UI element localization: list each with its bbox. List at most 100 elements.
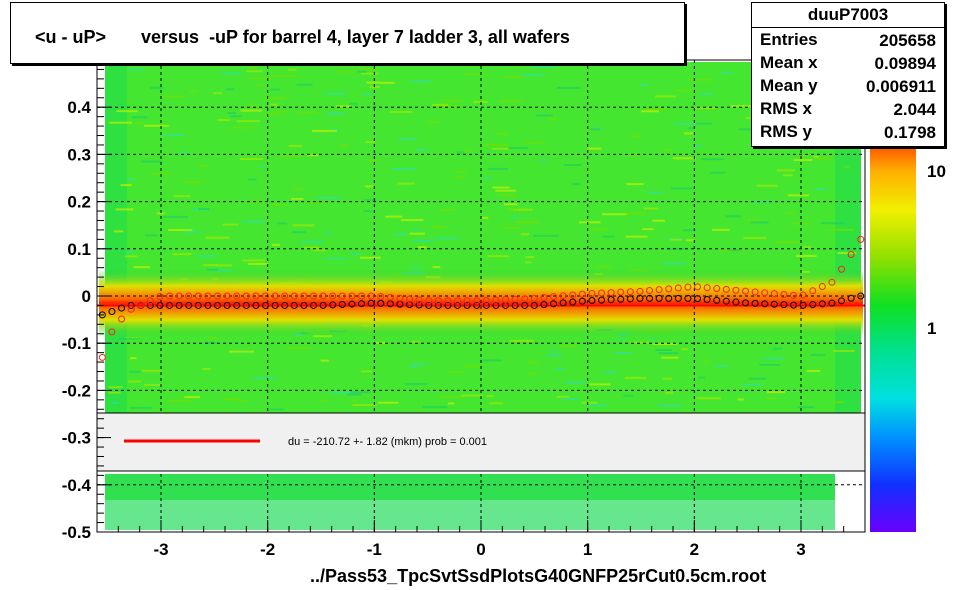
histogram-cell	[625, 235, 648, 238]
chart-title: <u - uP> versus -uP for barrel 4, layer …	[35, 27, 570, 47]
histogram-cell	[766, 398, 777, 401]
profile-rms-point	[818, 283, 826, 291]
profile-mean-point	[127, 301, 135, 309]
histogram-cell	[665, 391, 673, 394]
histogram-cell	[173, 195, 191, 198]
profile-rms-point	[415, 296, 423, 304]
histogram-cell	[694, 122, 712, 125]
profile-mean-point	[578, 297, 586, 305]
histogram-cell	[480, 216, 489, 219]
y-tick-label: -0.4	[62, 476, 92, 495]
profile-rms-point	[271, 292, 279, 300]
histogram-cell	[379, 81, 395, 84]
histogram-cell	[648, 191, 663, 194]
histogram-cell	[581, 401, 597, 404]
profile-rms-point	[598, 289, 606, 297]
histogram-cell	[358, 68, 379, 71]
profile-rms-point	[146, 297, 154, 305]
profile-rms-point	[252, 292, 260, 300]
histogram-cell	[649, 338, 657, 341]
histogram-cell	[336, 105, 351, 108]
histogram-cell	[124, 255, 138, 258]
histogram-cell	[360, 72, 379, 75]
histogram-cell	[432, 266, 441, 269]
histogram-cell	[116, 110, 138, 113]
profile-rms-point	[204, 292, 212, 300]
y-tick-label: 0.3	[67, 145, 91, 164]
histogram-cell	[527, 361, 540, 364]
histogram-cell	[738, 128, 756, 131]
histogram-cell	[263, 97, 286, 100]
histogram-cell	[258, 165, 265, 168]
histogram-cell	[271, 243, 280, 246]
histogram-cell	[786, 212, 796, 215]
histogram-cell	[415, 148, 428, 151]
histogram-cell	[750, 221, 769, 224]
histogram-cell	[624, 211, 646, 214]
histogram-cell	[297, 111, 318, 114]
profile-mean-point	[636, 294, 644, 302]
histogram-cell	[523, 74, 544, 77]
profile-rms-point	[617, 288, 625, 296]
histogram-cell	[797, 406, 814, 409]
histogram-cell	[385, 215, 403, 218]
histogram-cell	[236, 120, 260, 123]
profile-mean-point	[684, 294, 692, 302]
profile-rms-point	[127, 305, 135, 313]
histogram-cell	[125, 251, 135, 254]
histogram-cell	[560, 344, 578, 347]
histogram-cell	[455, 176, 464, 179]
histogram-cell	[198, 208, 210, 211]
histogram-cell	[498, 100, 524, 103]
histogram-cell	[630, 341, 650, 344]
profile-rms-point	[214, 292, 222, 300]
stats-name: duuP7003	[752, 3, 944, 28]
histogram-cell	[296, 83, 313, 86]
profile-mean-point	[713, 296, 721, 304]
histogram-cell	[674, 89, 694, 92]
histogram-cell	[141, 160, 163, 163]
histogram-cell	[774, 241, 801, 244]
histogram-cell	[524, 142, 543, 145]
x-tick-label: 3	[796, 540, 805, 559]
histogram-cell	[312, 249, 326, 252]
histogram-cell	[685, 239, 695, 242]
histogram-cell	[502, 226, 522, 229]
histogram-cell	[683, 229, 697, 232]
histogram-cell	[712, 228, 730, 231]
histogram-cell	[564, 381, 586, 384]
histogram-cell	[496, 133, 509, 136]
profile-mean-point	[617, 295, 625, 303]
y-tick-label: -0.5	[62, 523, 91, 542]
profile-rms-point	[473, 297, 481, 305]
histogram-cell	[363, 210, 372, 213]
histogram-cell	[207, 336, 218, 339]
histogram-cell	[793, 159, 813, 162]
histogram-cell	[672, 157, 696, 160]
stats-value: 0.09894	[874, 54, 936, 73]
profile-rms-point	[703, 284, 711, 292]
histogram-cell	[759, 363, 780, 366]
profile-rms-point	[838, 265, 846, 273]
profile-mean-point	[271, 301, 279, 309]
histogram-cell	[412, 239, 435, 242]
profile-rms-point	[713, 285, 721, 293]
histogram-cell	[692, 144, 702, 147]
histogram-cell	[743, 237, 767, 240]
histogram-cell	[108, 386, 124, 389]
profile-rms-point	[761, 289, 769, 297]
profile-rms-point	[646, 287, 654, 295]
histogram-cell	[401, 219, 424, 222]
histogram-cell	[748, 377, 766, 380]
profile-mean-point	[790, 301, 798, 309]
histogram-cell	[557, 86, 581, 89]
histogram-cell	[162, 134, 185, 137]
histogram-cell	[696, 397, 722, 400]
profile-mean-point	[665, 294, 673, 302]
histogram-cell	[503, 203, 518, 206]
histogram-cell	[312, 129, 337, 132]
profile-mean-point	[146, 301, 154, 309]
histogram-cell	[623, 394, 634, 397]
histogram-cell	[262, 113, 279, 116]
